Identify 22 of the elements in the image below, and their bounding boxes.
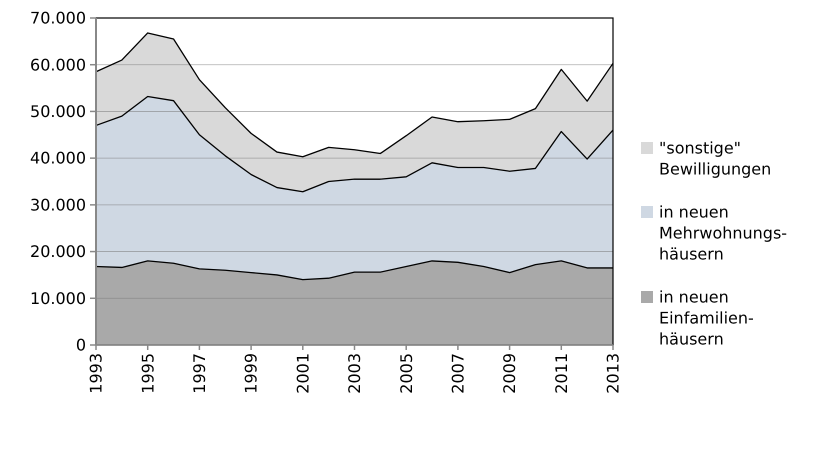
y-tick-label: 50.000	[30, 102, 86, 122]
x-tick-label: 2013	[604, 353, 623, 394]
x-tick-label: 2009	[500, 353, 520, 394]
x-tick-label: 2003	[345, 353, 364, 394]
x-tick-label: 2007	[448, 353, 468, 394]
y-tick-label: 70.000	[30, 8, 86, 28]
x-tick-label: 1997	[190, 353, 209, 394]
x-tick-label: 2011	[552, 353, 571, 394]
y-tick-label: 60.000	[30, 55, 86, 74]
x-tick-label: 2001	[293, 353, 312, 394]
y-tick-label: 30.000	[30, 195, 86, 214]
y-tick-label: 0	[76, 336, 86, 355]
x-tick-label: 1999	[242, 353, 261, 394]
y-tick-label: 40.000	[30, 148, 86, 168]
legend-label: in neuen Mehrwohnungs-häusern	[659, 202, 788, 264]
y-tick-label: 10.000	[30, 288, 86, 308]
x-tick-label: 1995	[138, 353, 158, 394]
y-tick-label: 20.000	[30, 242, 86, 262]
legend-label: "sonstige" Bewilligungen	[659, 138, 772, 179]
legend-label: in neuen Einfamilien-häusern	[659, 288, 754, 349]
x-tick-label: 1993	[86, 353, 106, 394]
x-tick-label: 2005	[396, 353, 416, 394]
